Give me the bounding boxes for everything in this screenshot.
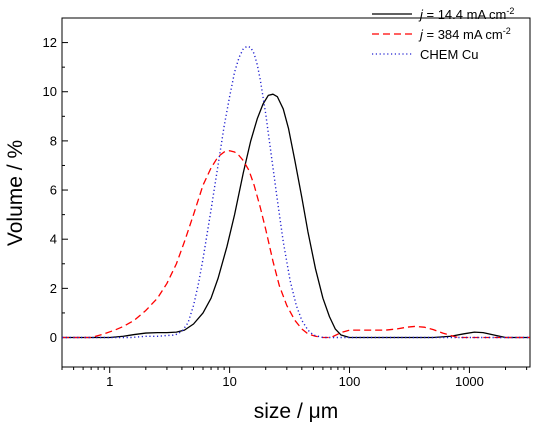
y-tick-label: 10 bbox=[43, 84, 57, 99]
x-tick-label: 1000 bbox=[455, 374, 484, 389]
y-tick-label: 6 bbox=[50, 183, 57, 198]
y-tick-label: 4 bbox=[50, 232, 57, 247]
y-axis-title: Volume / % bbox=[4, 140, 27, 246]
legend: j = 14.4 mA cm-2 j = 384 mA cm-2 CHEM Cu bbox=[372, 6, 514, 62]
series-line-3 bbox=[62, 45, 530, 339]
legend-label-3: CHEM Cu bbox=[420, 47, 479, 62]
series-line-2 bbox=[62, 150, 530, 339]
plot-frame bbox=[61, 17, 531, 368]
axis-ticks: 0 2 4 6 8 10 12 1 10 100 1000 bbox=[43, 35, 528, 389]
legend-label-2: j = 384 mA cm-2 bbox=[418, 26, 511, 42]
x-tick-label: 100 bbox=[339, 374, 361, 389]
x-tick-label: 10 bbox=[222, 374, 236, 389]
y-tick-label: 12 bbox=[43, 35, 57, 50]
y-tick-label: 0 bbox=[50, 330, 57, 345]
plot-area bbox=[62, 45, 530, 339]
series-line-1 bbox=[62, 93, 530, 339]
y-tick-label: 8 bbox=[50, 133, 57, 148]
x-axis-title: size / μm bbox=[254, 400, 338, 423]
legend-label-1: j = 14.4 mA cm-2 bbox=[418, 6, 514, 22]
y-tick-label: 2 bbox=[50, 281, 57, 296]
x-tick-label: 1 bbox=[106, 374, 113, 389]
